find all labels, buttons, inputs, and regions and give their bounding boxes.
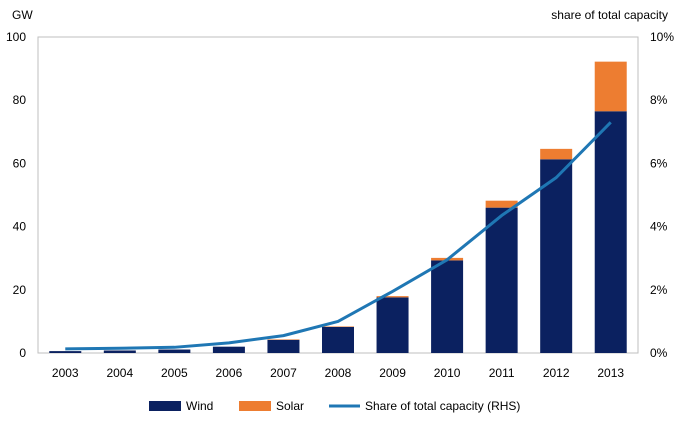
legend-label-share: Share of total capacity (RHS)	[365, 399, 520, 413]
bar-solar-2012	[540, 148, 573, 160]
left-tick-label: 60	[13, 156, 27, 170]
legend: Wind Solar Share of total capacity (RHS)	[149, 399, 520, 413]
legend-swatch-wind	[149, 401, 181, 411]
bar-wind-2003	[49, 351, 82, 353]
right-tick-label: 10%	[650, 30, 674, 44]
x-tick-label: 2004	[106, 366, 133, 380]
x-tick-label: 2012	[543, 366, 570, 380]
legend-label-solar: Solar	[276, 399, 304, 413]
bar-solar-2011	[485, 200, 518, 208]
x-tick-label: 2003	[52, 366, 79, 380]
x-tick-label: 2011	[489, 366, 515, 380]
right-tick-label: 0%	[650, 346, 668, 360]
x-tick-label: 2006	[216, 366, 243, 380]
bar-wind-2005	[158, 349, 191, 353]
bar-solar-2007	[267, 339, 300, 340]
x-tick-label: 2009	[379, 366, 406, 380]
share-line	[65, 121, 612, 351]
share-line-layer	[65, 121, 612, 351]
bars	[49, 61, 627, 353]
bar-wind-2009	[376, 297, 409, 353]
bar-solar-2009	[376, 296, 409, 298]
bar-wind-2007	[267, 339, 300, 353]
x-tick-label: 2010	[434, 366, 461, 380]
right-tick-label: 2%	[650, 283, 668, 297]
legend-label-wind: Wind	[186, 399, 213, 413]
bar-solar-2013	[594, 61, 627, 112]
bar-solar-2008	[322, 326, 354, 327]
x-axis: 2003 2004 2005 2006 2007 2008 2009 2010 2011 2012…	[52, 366, 624, 380]
right-tick-label: 4%	[650, 220, 668, 234]
bar-wind-2012	[540, 159, 573, 353]
right-axis-title: share of total capacity	[551, 8, 668, 22]
left-axis-title: GW	[12, 8, 33, 22]
left-tick-label: 80	[13, 93, 27, 107]
left-tick-label: 40	[13, 220, 27, 234]
x-tick-label: 2007	[270, 366, 297, 380]
left-axis: 0 20 40 60 80 100	[6, 30, 26, 360]
bar-wind-2004	[103, 350, 136, 353]
x-tick-label: 2005	[161, 366, 188, 380]
x-tick-label: 2013	[597, 366, 624, 380]
legend-swatch-solar	[239, 401, 271, 411]
right-axis: 0% 2% 4% 6% 8% 10%	[650, 30, 674, 360]
bar-wind-2013	[594, 111, 627, 353]
bar-wind-2010	[431, 260, 464, 353]
bar-wind-2008	[322, 326, 354, 353]
right-tick-label: 8%	[650, 93, 668, 107]
left-tick-label: 100	[6, 30, 26, 44]
left-tick-label: 20	[13, 283, 27, 297]
x-tick-label: 2008	[325, 366, 352, 380]
right-tick-label: 6%	[650, 156, 668, 170]
bar-wind-2006	[212, 346, 245, 353]
left-tick-label: 0	[19, 346, 26, 360]
bar-wind-2011	[485, 207, 518, 353]
